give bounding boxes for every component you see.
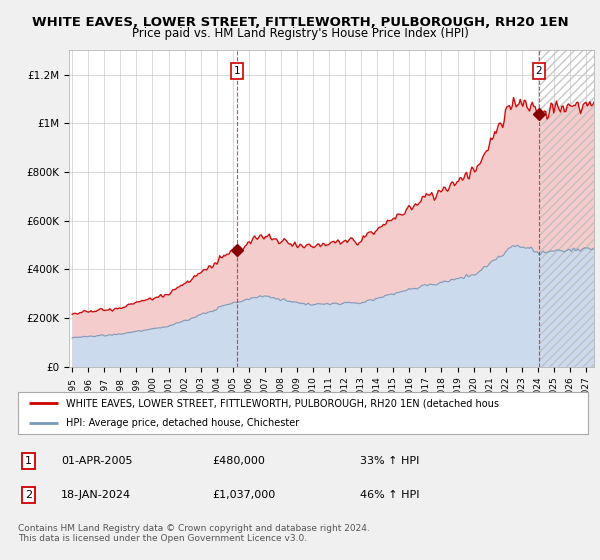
Text: 33% ↑ HPI: 33% ↑ HPI <box>360 456 419 466</box>
Text: 2: 2 <box>535 66 542 76</box>
Text: Price paid vs. HM Land Registry's House Price Index (HPI): Price paid vs. HM Land Registry's House … <box>131 27 469 40</box>
Text: £480,000: £480,000 <box>212 456 265 466</box>
Text: 46% ↑ HPI: 46% ↑ HPI <box>360 491 419 500</box>
Text: 1: 1 <box>233 66 240 76</box>
Text: WHITE EAVES, LOWER STREET, FITTLEWORTH, PULBOROUGH, RH20 1EN (detached hous: WHITE EAVES, LOWER STREET, FITTLEWORTH, … <box>67 398 499 408</box>
Text: HPI: Average price, detached house, Chichester: HPI: Average price, detached house, Chic… <box>67 418 300 428</box>
Text: 2: 2 <box>25 491 32 500</box>
Text: 01-APR-2005: 01-APR-2005 <box>61 456 132 466</box>
Text: 1: 1 <box>25 456 32 466</box>
Text: WHITE EAVES, LOWER STREET, FITTLEWORTH, PULBOROUGH, RH20 1EN: WHITE EAVES, LOWER STREET, FITTLEWORTH, … <box>32 16 568 29</box>
Text: Contains HM Land Registry data © Crown copyright and database right 2024.
This d: Contains HM Land Registry data © Crown c… <box>18 524 370 543</box>
Text: £1,037,000: £1,037,000 <box>212 491 275 500</box>
Text: 18-JAN-2024: 18-JAN-2024 <box>61 491 131 500</box>
